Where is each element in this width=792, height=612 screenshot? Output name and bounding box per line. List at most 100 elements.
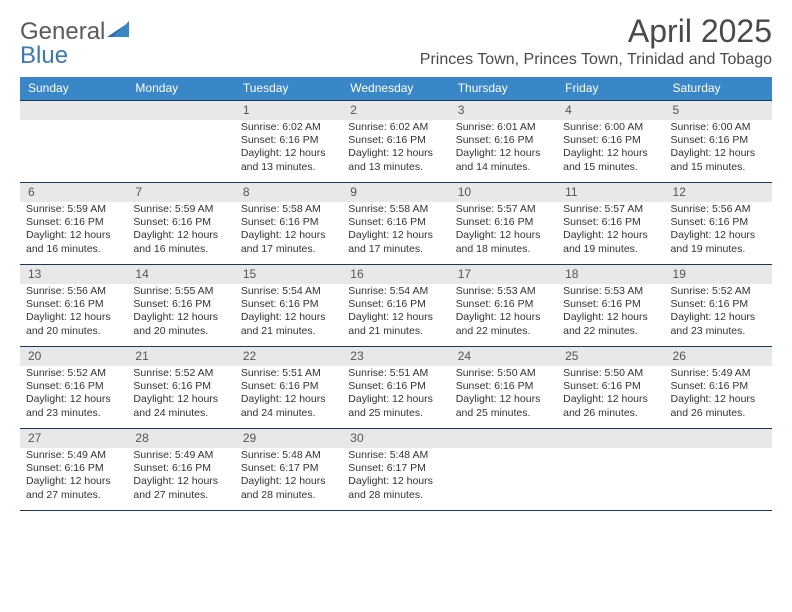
sunset-text: Sunset: 6:16 PM (563, 134, 660, 147)
sunrise-text: Sunrise: 5:52 AM (26, 367, 123, 380)
day-cell: 9Sunrise: 5:58 AMSunset: 6:16 PMDaylight… (342, 182, 449, 264)
weekday-header: Saturday (665, 77, 772, 100)
sunrise-text: Sunrise: 5:51 AM (241, 367, 338, 380)
day-content: Sunrise: 6:00 AMSunset: 6:16 PMDaylight:… (665, 120, 772, 178)
day-content: Sunrise: 5:57 AMSunset: 6:16 PMDaylight:… (557, 202, 664, 260)
sunrise-text: Sunrise: 5:55 AM (133, 285, 230, 298)
day-cell: 27Sunrise: 5:49 AMSunset: 6:16 PMDayligh… (20, 428, 127, 510)
day-content: Sunrise: 6:01 AMSunset: 6:16 PMDaylight:… (450, 120, 557, 178)
daylight-text: Daylight: 12 hours and 26 minutes. (563, 393, 660, 419)
sunrise-text: Sunrise: 5:48 AM (348, 449, 445, 462)
sunset-text: Sunset: 6:16 PM (241, 380, 338, 393)
weekday-header-row: SundayMondayTuesdayWednesdayThursdayFrid… (20, 77, 772, 100)
day-cell: 14Sunrise: 5:55 AMSunset: 6:16 PMDayligh… (127, 264, 234, 346)
daylight-text: Daylight: 12 hours and 14 minutes. (456, 147, 553, 173)
day-number: 3 (450, 100, 557, 120)
day-cell: 4Sunrise: 6:00 AMSunset: 6:16 PMDaylight… (557, 100, 664, 182)
day-cell-empty (127, 100, 234, 182)
sunset-text: Sunset: 6:16 PM (671, 216, 768, 229)
day-cell: 13Sunrise: 5:56 AMSunset: 6:16 PMDayligh… (20, 264, 127, 346)
sunrise-text: Sunrise: 5:54 AM (241, 285, 338, 298)
daylight-text: Daylight: 12 hours and 25 minutes. (456, 393, 553, 419)
day-number: 2 (342, 100, 449, 120)
day-cell: 3Sunrise: 6:01 AMSunset: 6:16 PMDaylight… (450, 100, 557, 182)
sunset-text: Sunset: 6:16 PM (456, 216, 553, 229)
day-content: Sunrise: 5:50 AMSunset: 6:16 PMDaylight:… (450, 366, 557, 424)
daylight-text: Daylight: 12 hours and 19 minutes. (563, 229, 660, 255)
sunset-text: Sunset: 6:16 PM (133, 380, 230, 393)
weekday-header: Friday (557, 77, 664, 100)
day-number: 28 (127, 428, 234, 448)
sunset-text: Sunset: 6:16 PM (241, 216, 338, 229)
week-row: 27Sunrise: 5:49 AMSunset: 6:16 PMDayligh… (20, 428, 772, 510)
daylight-text: Daylight: 12 hours and 22 minutes. (456, 311, 553, 337)
daylight-text: Daylight: 12 hours and 24 minutes. (133, 393, 230, 419)
daylight-text: Daylight: 12 hours and 27 minutes. (26, 475, 123, 501)
day-number: 25 (557, 346, 664, 366)
day-cell: 21Sunrise: 5:52 AMSunset: 6:16 PMDayligh… (127, 346, 234, 428)
sunset-text: Sunset: 6:16 PM (26, 462, 123, 475)
sunset-text: Sunset: 6:16 PM (133, 216, 230, 229)
daylight-text: Daylight: 12 hours and 23 minutes. (671, 311, 768, 337)
day-content: Sunrise: 5:58 AMSunset: 6:16 PMDaylight:… (235, 202, 342, 260)
sunrise-text: Sunrise: 5:57 AM (456, 203, 553, 216)
sunset-text: Sunset: 6:16 PM (133, 298, 230, 311)
day-cell: 15Sunrise: 5:54 AMSunset: 6:16 PMDayligh… (235, 264, 342, 346)
sunset-text: Sunset: 6:16 PM (456, 298, 553, 311)
sunrise-text: Sunrise: 6:02 AM (241, 121, 338, 134)
daylight-text: Daylight: 12 hours and 21 minutes. (241, 311, 338, 337)
day-number: 6 (20, 182, 127, 202)
day-cell: 2Sunrise: 6:02 AMSunset: 6:16 PMDaylight… (342, 100, 449, 182)
daylight-text: Daylight: 12 hours and 15 minutes. (563, 147, 660, 173)
sunrise-text: Sunrise: 6:00 AM (671, 121, 768, 134)
day-number: 23 (342, 346, 449, 366)
brand-word-general: General (20, 18, 105, 45)
day-content: Sunrise: 5:51 AMSunset: 6:16 PMDaylight:… (342, 366, 449, 424)
day-number: 18 (557, 264, 664, 284)
sunrise-text: Sunrise: 5:50 AM (456, 367, 553, 380)
daylight-text: Daylight: 12 hours and 18 minutes. (456, 229, 553, 255)
sunset-text: Sunset: 6:17 PM (348, 462, 445, 475)
day-number (127, 100, 234, 120)
day-cell: 17Sunrise: 5:53 AMSunset: 6:16 PMDayligh… (450, 264, 557, 346)
day-cell: 23Sunrise: 5:51 AMSunset: 6:16 PMDayligh… (342, 346, 449, 428)
sunrise-text: Sunrise: 5:52 AM (671, 285, 768, 298)
daylight-text: Daylight: 12 hours and 23 minutes. (26, 393, 123, 419)
daylight-text: Daylight: 12 hours and 19 minutes. (671, 229, 768, 255)
day-content: Sunrise: 5:56 AMSunset: 6:16 PMDaylight:… (665, 202, 772, 260)
sunset-text: Sunset: 6:16 PM (348, 298, 445, 311)
day-cell: 5Sunrise: 6:00 AMSunset: 6:16 PMDaylight… (665, 100, 772, 182)
day-number (557, 428, 664, 448)
sunrise-text: Sunrise: 5:59 AM (26, 203, 123, 216)
day-content: Sunrise: 6:00 AMSunset: 6:16 PMDaylight:… (557, 120, 664, 178)
day-number: 15 (235, 264, 342, 284)
daylight-text: Daylight: 12 hours and 17 minutes. (241, 229, 338, 255)
day-number: 20 (20, 346, 127, 366)
day-number: 24 (450, 346, 557, 366)
sunrise-text: Sunrise: 5:49 AM (26, 449, 123, 462)
sunset-text: Sunset: 6:16 PM (563, 380, 660, 393)
day-content: Sunrise: 5:48 AMSunset: 6:17 PMDaylight:… (342, 448, 449, 506)
weekday-header: Monday (127, 77, 234, 100)
day-content: Sunrise: 5:53 AMSunset: 6:16 PMDaylight:… (450, 284, 557, 342)
day-content: Sunrise: 5:55 AMSunset: 6:16 PMDaylight:… (127, 284, 234, 342)
week-row: 1Sunrise: 6:02 AMSunset: 6:16 PMDaylight… (20, 100, 772, 182)
day-number: 1 (235, 100, 342, 120)
day-cell: 19Sunrise: 5:52 AMSunset: 6:16 PMDayligh… (665, 264, 772, 346)
day-number: 21 (127, 346, 234, 366)
day-content: Sunrise: 5:58 AMSunset: 6:16 PMDaylight:… (342, 202, 449, 260)
week-row: 6Sunrise: 5:59 AMSunset: 6:16 PMDaylight… (20, 182, 772, 264)
day-number: 17 (450, 264, 557, 284)
sunset-text: Sunset: 6:16 PM (671, 134, 768, 147)
day-number: 29 (235, 428, 342, 448)
sunset-text: Sunset: 6:16 PM (563, 298, 660, 311)
daylight-text: Daylight: 12 hours and 24 minutes. (241, 393, 338, 419)
daylight-text: Daylight: 12 hours and 28 minutes. (348, 475, 445, 501)
sunset-text: Sunset: 6:16 PM (671, 380, 768, 393)
day-cell: 18Sunrise: 5:53 AMSunset: 6:16 PMDayligh… (557, 264, 664, 346)
day-content: Sunrise: 5:54 AMSunset: 6:16 PMDaylight:… (235, 284, 342, 342)
day-content: Sunrise: 6:02 AMSunset: 6:16 PMDaylight:… (342, 120, 449, 178)
day-number: 30 (342, 428, 449, 448)
day-cell: 11Sunrise: 5:57 AMSunset: 6:16 PMDayligh… (557, 182, 664, 264)
page-title: April 2025 (420, 14, 772, 49)
